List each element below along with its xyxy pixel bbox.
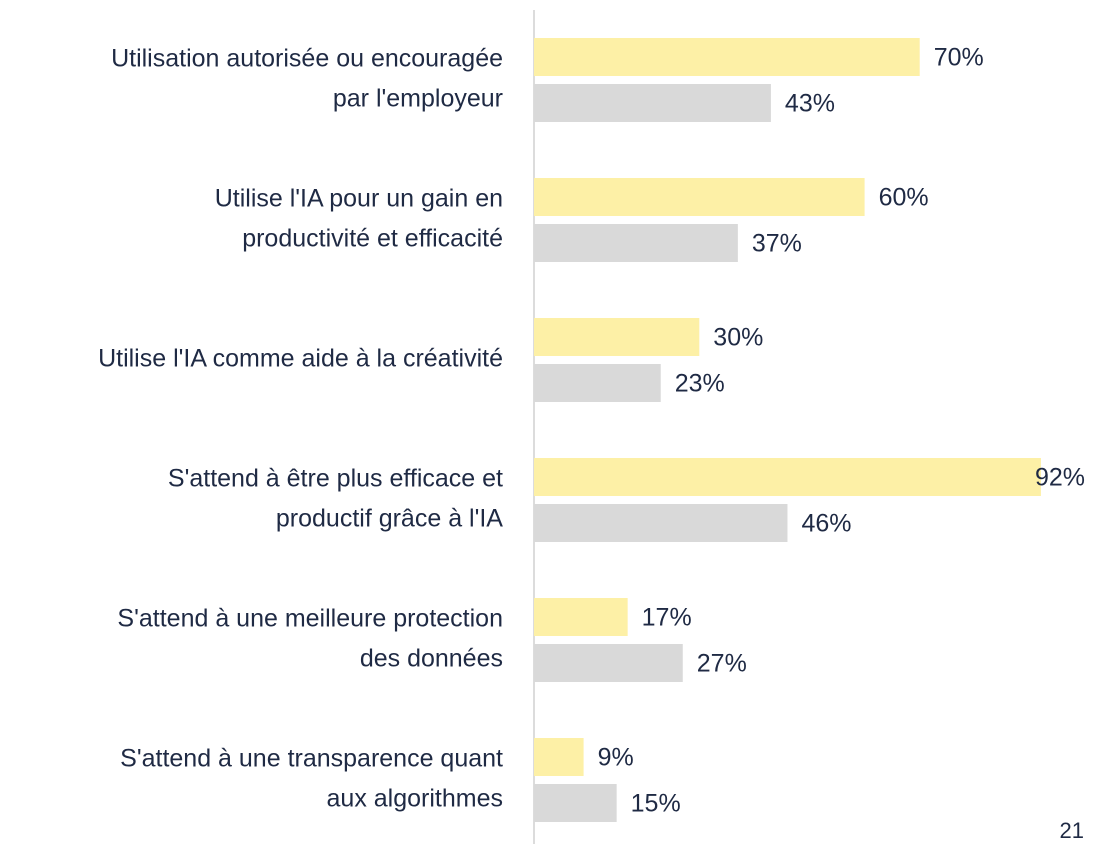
category-label: Utilisation autorisée ou encouragée bbox=[111, 45, 503, 73]
category-label: productivité et efficacité bbox=[242, 225, 503, 253]
bar bbox=[534, 224, 738, 262]
bar bbox=[534, 598, 628, 636]
value-label: 70% bbox=[934, 44, 984, 72]
category-label: S'attend à être plus efficace et bbox=[168, 465, 503, 493]
value-label: 15% bbox=[631, 790, 681, 818]
bar bbox=[534, 318, 700, 356]
value-label: 43% bbox=[785, 90, 835, 118]
value-label: 37% bbox=[752, 230, 802, 258]
value-label: 46% bbox=[801, 510, 851, 538]
value-label: 60% bbox=[879, 184, 929, 212]
value-label: 30% bbox=[713, 324, 763, 352]
category-label: par l'employeur bbox=[333, 85, 503, 113]
value-label: 17% bbox=[642, 604, 692, 632]
bar bbox=[534, 738, 584, 776]
bar bbox=[534, 38, 920, 76]
bar bbox=[534, 784, 617, 822]
bar bbox=[534, 504, 788, 542]
bar bbox=[534, 644, 683, 682]
category-label: des données bbox=[360, 645, 503, 673]
value-label: 9% bbox=[598, 744, 634, 772]
bar bbox=[534, 364, 661, 402]
value-label: 27% bbox=[697, 650, 747, 678]
category-label: aux algorithmes bbox=[327, 785, 503, 813]
page-number: 21 bbox=[1060, 818, 1084, 843]
category-label: productif grâce à l'IA bbox=[276, 505, 503, 533]
category-label: Utilise l'IA pour un gain en bbox=[215, 185, 503, 213]
bar bbox=[534, 458, 1041, 496]
bar bbox=[534, 84, 771, 122]
bar bbox=[534, 178, 865, 216]
value-label: 92% bbox=[1035, 464, 1085, 492]
category-label: Utilise l'IA comme aide à la créativité bbox=[98, 345, 503, 373]
category-label: S'attend à une meilleure protection bbox=[117, 605, 503, 633]
value-label: 23% bbox=[675, 370, 725, 398]
category-label: S'attend à une transparence quant bbox=[120, 745, 503, 773]
